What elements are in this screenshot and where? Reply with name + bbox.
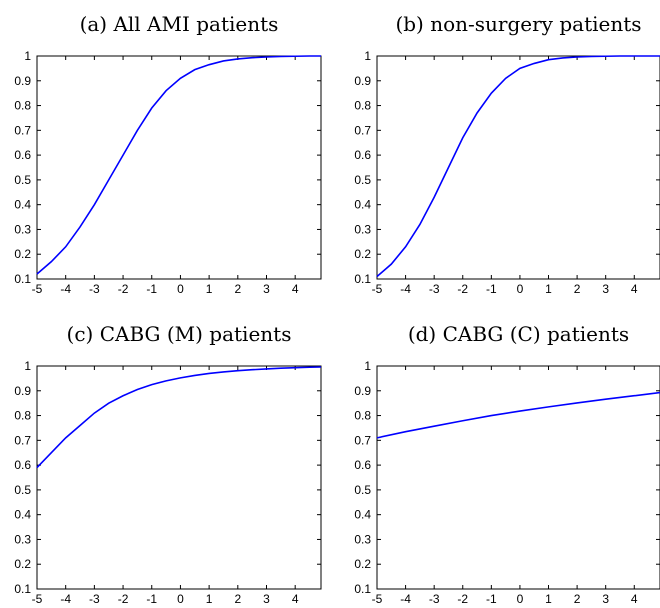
x-tick-label: 4 bbox=[631, 592, 638, 606]
x-tick-label: 0 bbox=[517, 592, 524, 606]
x-tick-label: 1 bbox=[545, 592, 552, 606]
x-tick-label: -3 bbox=[429, 282, 440, 296]
axes-frame bbox=[36, 365, 322, 590]
y-tick-label: 0.7 bbox=[14, 433, 31, 447]
series-line-1 bbox=[36, 366, 322, 469]
y-tick-label: 0.8 bbox=[14, 409, 31, 423]
y-tick-label: 1 bbox=[24, 49, 31, 63]
y-tick-label: 0.4 bbox=[14, 198, 31, 212]
y-tick-label: 1 bbox=[24, 359, 31, 373]
y-tick-label: 0.9 bbox=[14, 74, 31, 88]
x-tick-label: 1 bbox=[206, 282, 213, 296]
panel-title: (c) CABG (M) patients bbox=[67, 322, 292, 346]
x-tick-label: -2 bbox=[118, 592, 129, 606]
x-tick-label: -3 bbox=[89, 592, 100, 606]
y-tick-label: 0.8 bbox=[354, 409, 371, 423]
y-tick-label: 0.3 bbox=[354, 532, 371, 546]
x-tick-label: -2 bbox=[118, 282, 129, 296]
x-tick-label: -3 bbox=[89, 282, 100, 296]
x-tick-label: 3 bbox=[602, 592, 609, 606]
x-tick-label: 4 bbox=[292, 592, 299, 606]
y-tick-label: 0.5 bbox=[354, 173, 371, 187]
series-line-1 bbox=[36, 55, 321, 275]
y-tick-label: 0.7 bbox=[14, 123, 31, 137]
x-tick-label: 1 bbox=[545, 282, 552, 296]
x-tick-label: 3 bbox=[263, 592, 270, 606]
axes-frame bbox=[376, 55, 660, 280]
y-tick-label: 0.1 bbox=[354, 272, 371, 286]
y-tick-label: 1 bbox=[364, 49, 371, 63]
y-tick-label: 0.1 bbox=[14, 272, 31, 286]
y-tick-label: 0.1 bbox=[14, 582, 31, 596]
x-tick-label: -3 bbox=[429, 592, 440, 606]
y-tick-label: 0.8 bbox=[14, 99, 31, 113]
x-tick-label: -2 bbox=[457, 592, 468, 606]
chart-panel-4: (d) CABG (C) patients -5 -4 -3 -2 -1 0 1 2 3 4 0.1 0… bbox=[354, 322, 660, 606]
y-tick-label: 0.5 bbox=[354, 483, 371, 497]
x-tick-label: 2 bbox=[234, 592, 241, 606]
panel-title: (a) All AMI patients bbox=[80, 12, 279, 36]
x-tick-label: -1 bbox=[486, 282, 497, 296]
panel-title: (b) non-surgery patients bbox=[395, 12, 641, 36]
y-tick-label: 0.1 bbox=[354, 582, 371, 596]
y-tick-label: 0.2 bbox=[354, 247, 371, 261]
x-tick-label: -4 bbox=[60, 592, 71, 606]
x-tick-label: 4 bbox=[631, 282, 638, 296]
x-tick-label: -1 bbox=[146, 282, 157, 296]
panel-title: (d) CABG (C) patients bbox=[408, 322, 629, 346]
y-tick-label: 0.9 bbox=[14, 384, 31, 398]
y-tick-label: 0.7 bbox=[354, 123, 371, 137]
axes-frame bbox=[376, 365, 660, 590]
y-tick-label: 0.2 bbox=[354, 557, 371, 571]
series-line-1 bbox=[376, 391, 660, 439]
x-tick-label: -4 bbox=[400, 592, 411, 606]
y-tick-label: 0.4 bbox=[14, 508, 31, 522]
y-tick-label: 0.9 bbox=[354, 384, 371, 398]
axes-frame bbox=[36, 55, 322, 280]
x-tick-label: -1 bbox=[146, 592, 157, 606]
x-tick-label: -5 bbox=[372, 592, 383, 606]
y-tick-label: 0.6 bbox=[14, 458, 31, 472]
x-tick-label: 2 bbox=[574, 282, 581, 296]
y-tick-label: 0.3 bbox=[354, 222, 371, 236]
y-tick-label: 0.3 bbox=[14, 532, 31, 546]
x-tick-label: -4 bbox=[400, 282, 411, 296]
x-tick-label: -5 bbox=[32, 282, 43, 296]
y-tick-label: 0.4 bbox=[354, 198, 371, 212]
x-tick-label: -5 bbox=[372, 282, 383, 296]
y-tick-label: 0.6 bbox=[354, 458, 371, 472]
series-line-1 bbox=[376, 55, 660, 278]
x-tick-label: 3 bbox=[263, 282, 270, 296]
y-tick-label: 0.5 bbox=[14, 483, 31, 497]
chart-panel-1: (a) All AMI patients -5 -4 -3 -2 -1 0 1 2 3 4 0.1 0.… bbox=[14, 12, 322, 296]
y-tick-label: 0.2 bbox=[14, 557, 31, 571]
y-tick-label: 1 bbox=[364, 359, 371, 373]
y-tick-label: 0.8 bbox=[354, 99, 371, 113]
x-tick-label: 2 bbox=[234, 282, 241, 296]
x-tick-label: -1 bbox=[486, 592, 497, 606]
y-tick-label: 0.6 bbox=[14, 148, 31, 162]
x-tick-label: 2 bbox=[574, 592, 581, 606]
y-tick-label: 0.2 bbox=[14, 247, 31, 261]
x-tick-label: 0 bbox=[177, 592, 184, 606]
x-tick-label: -2 bbox=[457, 282, 468, 296]
y-tick-label: 0.3 bbox=[14, 222, 31, 236]
x-tick-label: 4 bbox=[292, 282, 299, 296]
y-tick-label: 0.4 bbox=[354, 508, 371, 522]
y-tick-label: 0.7 bbox=[354, 433, 371, 447]
x-tick-label: -4 bbox=[60, 282, 71, 296]
chart-panel-3: (c) CABG (M) patients -5 -4 -3 -2 -1 0 1 2 3 4 0.1 0… bbox=[14, 322, 322, 606]
y-tick-label: 0.9 bbox=[354, 74, 371, 88]
x-tick-label: 3 bbox=[602, 282, 609, 296]
x-tick-label: -5 bbox=[32, 592, 43, 606]
x-tick-label: 0 bbox=[517, 282, 524, 296]
y-tick-label: 0.5 bbox=[14, 173, 31, 187]
x-tick-label: 1 bbox=[206, 592, 213, 606]
y-tick-label: 0.6 bbox=[354, 148, 371, 162]
chart-panel-2: (b) non-surgery patients -5 -4 -3 -2 -1 0 1 2 3 4 0… bbox=[354, 12, 660, 296]
x-tick-label: 0 bbox=[177, 282, 184, 296]
